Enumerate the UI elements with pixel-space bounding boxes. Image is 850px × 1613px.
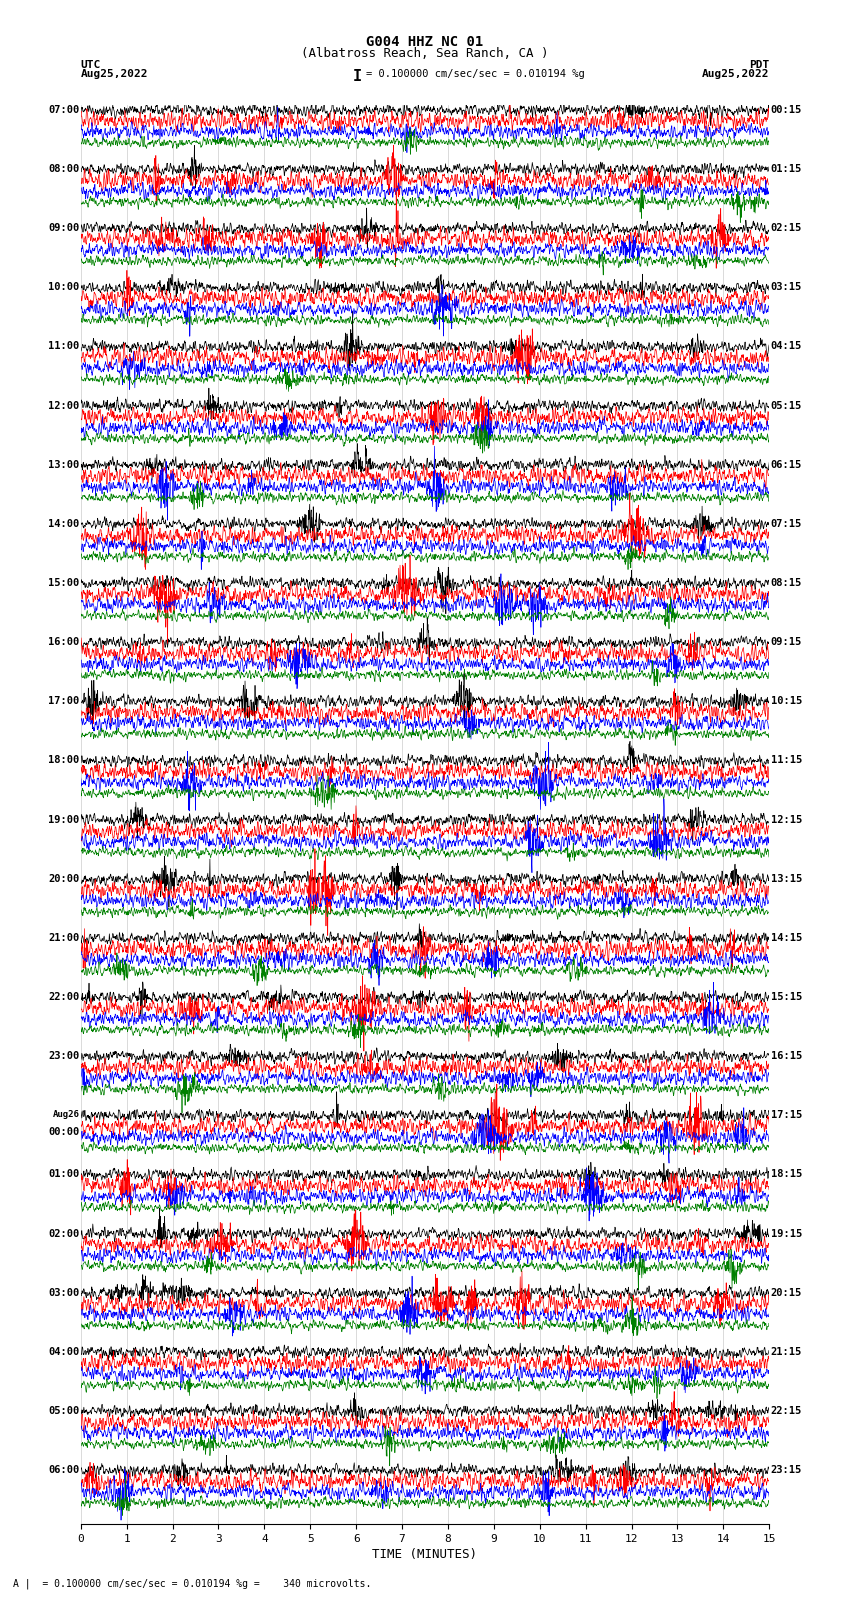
Text: 07:00: 07:00 — [48, 105, 79, 115]
Text: 17:00: 17:00 — [48, 697, 79, 706]
Text: 14:00: 14:00 — [48, 519, 79, 529]
Text: PDT: PDT — [749, 60, 769, 69]
Text: 08:15: 08:15 — [771, 577, 802, 589]
Text: 06:00: 06:00 — [48, 1465, 79, 1476]
Text: 04:00: 04:00 — [48, 1347, 79, 1357]
Text: 22:15: 22:15 — [771, 1407, 802, 1416]
Text: G004 HHZ NC 01: G004 HHZ NC 01 — [366, 35, 484, 50]
Text: 21:00: 21:00 — [48, 932, 79, 944]
Text: 09:15: 09:15 — [771, 637, 802, 647]
Text: 12:15: 12:15 — [771, 815, 802, 824]
Text: 15:00: 15:00 — [48, 577, 79, 589]
Text: A |  = 0.100000 cm/sec/sec = 0.010194 %g =    340 microvolts.: A | = 0.100000 cm/sec/sec = 0.010194 %g … — [13, 1578, 371, 1589]
Text: 23:00: 23:00 — [48, 1052, 79, 1061]
Text: 20:00: 20:00 — [48, 874, 79, 884]
Text: 12:00: 12:00 — [48, 400, 79, 411]
Text: 08:00: 08:00 — [48, 165, 79, 174]
Text: 11:15: 11:15 — [771, 755, 802, 766]
Text: 00:00: 00:00 — [48, 1127, 79, 1137]
Text: 04:15: 04:15 — [771, 342, 802, 352]
Text: Aug25,2022: Aug25,2022 — [81, 69, 148, 79]
Text: 01:00: 01:00 — [48, 1169, 79, 1179]
Text: 19:15: 19:15 — [771, 1229, 802, 1239]
Text: 16:15: 16:15 — [771, 1052, 802, 1061]
Text: Aug26: Aug26 — [53, 1110, 79, 1119]
Text: 02:00: 02:00 — [48, 1229, 79, 1239]
Text: 10:00: 10:00 — [48, 282, 79, 292]
Text: 07:15: 07:15 — [771, 519, 802, 529]
Text: 17:15: 17:15 — [771, 1110, 802, 1121]
Text: 19:00: 19:00 — [48, 815, 79, 824]
Text: 03:15: 03:15 — [771, 282, 802, 292]
Text: (Albatross Reach, Sea Ranch, CA ): (Albatross Reach, Sea Ranch, CA ) — [301, 47, 549, 60]
Text: = 0.100000 cm/sec/sec = 0.010194 %g: = 0.100000 cm/sec/sec = 0.010194 %g — [366, 69, 584, 79]
Text: 14:15: 14:15 — [771, 932, 802, 944]
Text: 03:00: 03:00 — [48, 1287, 79, 1298]
Text: 06:15: 06:15 — [771, 460, 802, 469]
Text: 05:00: 05:00 — [48, 1407, 79, 1416]
Text: 00:15: 00:15 — [771, 105, 802, 115]
Text: 22:00: 22:00 — [48, 992, 79, 1002]
Text: UTC: UTC — [81, 60, 101, 69]
Text: 09:00: 09:00 — [48, 223, 79, 234]
Text: 02:15: 02:15 — [771, 223, 802, 234]
Text: 23:15: 23:15 — [771, 1465, 802, 1476]
X-axis label: TIME (MINUTES): TIME (MINUTES) — [372, 1548, 478, 1561]
Text: 11:00: 11:00 — [48, 342, 79, 352]
Text: 01:15: 01:15 — [771, 165, 802, 174]
Text: 18:15: 18:15 — [771, 1169, 802, 1179]
Text: 13:15: 13:15 — [771, 874, 802, 884]
Text: 20:15: 20:15 — [771, 1287, 802, 1298]
Text: 10:15: 10:15 — [771, 697, 802, 706]
Text: 16:00: 16:00 — [48, 637, 79, 647]
Text: 05:15: 05:15 — [771, 400, 802, 411]
Text: Aug25,2022: Aug25,2022 — [702, 69, 769, 79]
Text: I: I — [353, 69, 361, 84]
Text: 21:15: 21:15 — [771, 1347, 802, 1357]
Text: 13:00: 13:00 — [48, 460, 79, 469]
Text: 15:15: 15:15 — [771, 992, 802, 1002]
Text: 18:00: 18:00 — [48, 755, 79, 766]
